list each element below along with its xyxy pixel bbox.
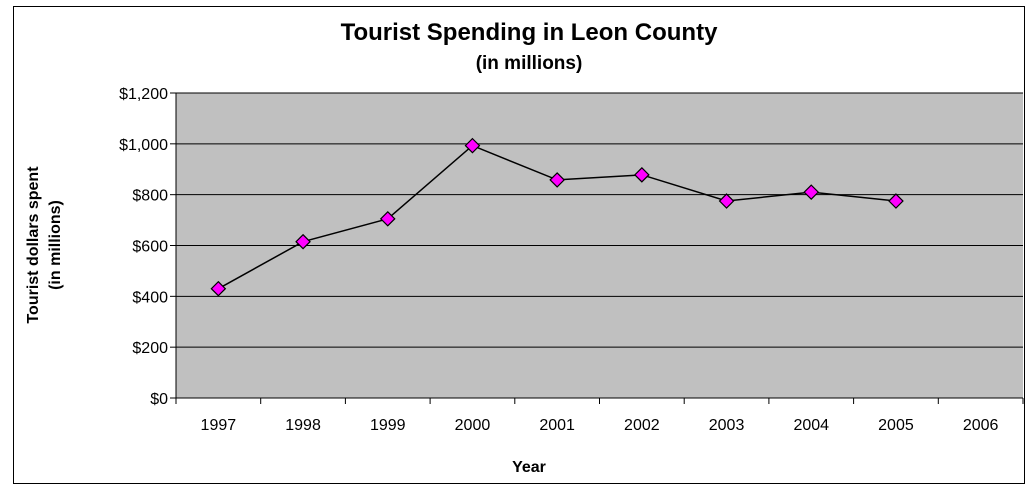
y-tick-label: $0 <box>150 391 168 408</box>
chart-frame: Tourist Spending in Leon County (in mill… <box>13 6 1025 484</box>
data-point-2001 <box>549 172 565 188</box>
x-axis-title: Year <box>512 459 546 476</box>
x-tick-label: 2003 <box>709 417 745 434</box>
x-tick-label: 1999 <box>370 417 406 434</box>
data-point-1998 <box>295 233 311 250</box>
x-axis-tick-labels: 1997 1998 1999 2000 2001 2002 2003 2004 2005 2006 <box>201 417 999 434</box>
chart-subtitle: (in millions) <box>476 53 583 74</box>
data-point-1999 <box>379 210 396 227</box>
x-tick-label: 2004 <box>793 417 829 434</box>
y-tick-label: $200 <box>132 340 168 357</box>
data-point-2003 <box>718 193 735 209</box>
data-point-2000 <box>464 137 481 154</box>
data-point-2005 <box>888 193 904 209</box>
x-tick-label: 2001 <box>539 417 575 434</box>
data-point-2004 <box>803 184 820 200</box>
data-point-2002 <box>634 166 650 183</box>
y-tick-label: $400 <box>132 289 168 306</box>
chart-title: Tourist Spending in Leon County <box>341 19 719 46</box>
x-tick-label: 2006 <box>963 417 999 434</box>
y-tick-label: $800 <box>132 188 168 205</box>
x-tick-label: 2002 <box>624 417 660 434</box>
series-group <box>210 137 904 297</box>
y-axis-tick-labels: $0 $200 $400 $600 $800 $1,000 $1,200 <box>119 86 168 408</box>
x-tick-label: 2005 <box>878 417 914 434</box>
y-tick-label: $600 <box>132 239 168 256</box>
y-tick-label: $1,200 <box>119 86 168 103</box>
line-chart: Tourist Spending in Leon County (in mill… <box>25 19 1024 476</box>
x-tick-label: 1997 <box>201 417 237 434</box>
grid-lines <box>176 92 1023 348</box>
y-axis-title-subtitle: (in millions) <box>47 200 64 290</box>
axes <box>170 92 1024 404</box>
y-axis-title: Tourist dollars spent <box>25 166 42 324</box>
data-point-1997 <box>210 280 227 297</box>
x-tick-label: 2000 <box>455 417 491 434</box>
x-tick-label: 1998 <box>285 417 321 434</box>
y-tick-label: $1,000 <box>119 137 168 154</box>
